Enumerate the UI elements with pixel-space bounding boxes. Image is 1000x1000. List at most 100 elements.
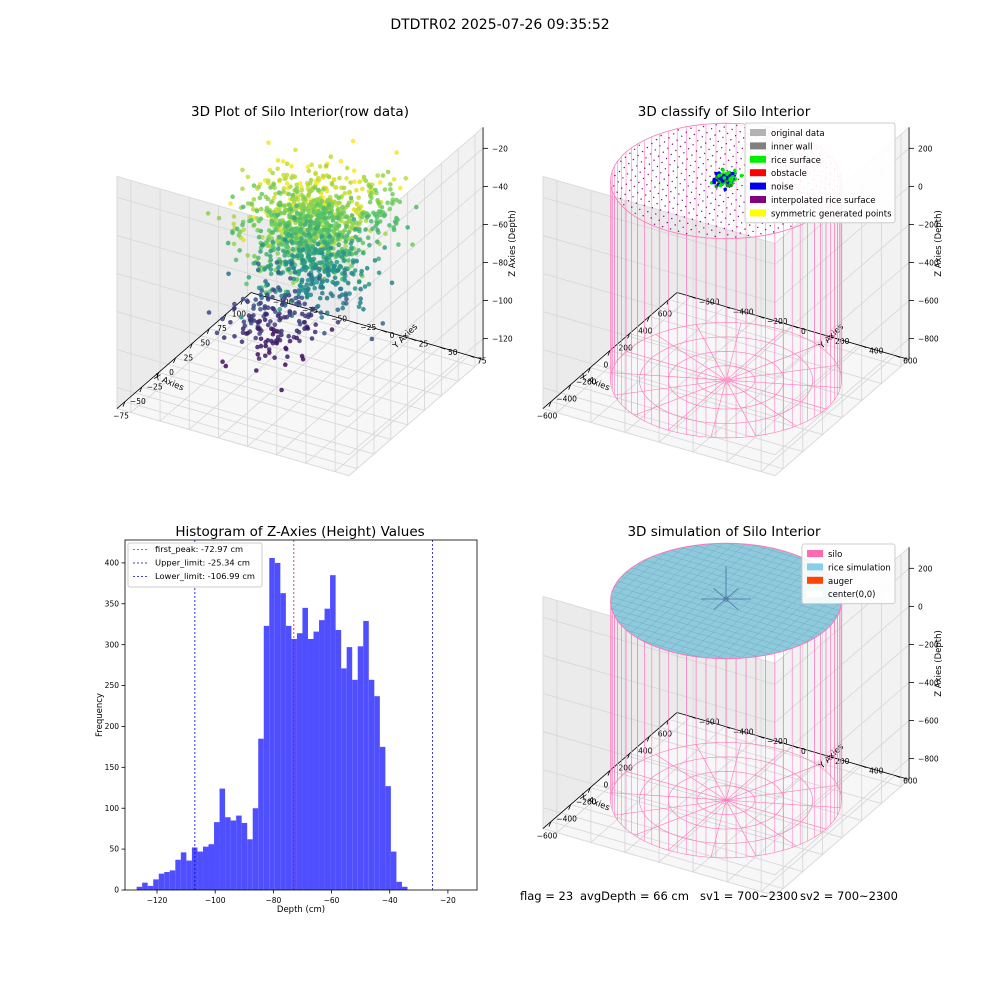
surface-point [711,229,713,231]
surface-point [703,152,706,155]
data-point [354,258,360,264]
data-point [290,298,295,303]
data-point [324,221,329,226]
data-point [306,252,311,258]
data-point [285,354,290,360]
legend-label: inner wall [771,142,812,152]
x-tick-label: 75 [217,324,227,333]
data-point [391,177,397,182]
data-point [282,176,288,182]
data-point [237,248,242,253]
histogram-bar [390,851,397,890]
data-point [256,234,262,240]
data-point [380,173,386,178]
data-point [311,209,317,214]
silo-floor-spoke [611,372,727,381]
surface-point [736,188,739,191]
y-tick-label: 0 [390,331,395,340]
data-point [228,320,233,325]
surface-point [648,163,651,165]
surface-point [782,223,784,225]
surface-point [663,141,666,143]
z-tick-label: −20 [492,144,508,153]
silo-floor-spoke [725,380,757,437]
data-point [282,253,288,258]
surface-point [685,232,688,235]
surface-point [645,194,647,196]
data-point [276,190,282,195]
data-point [266,140,271,145]
data-point [256,255,261,261]
surface-point [706,233,708,235]
x-tick-label: 0 [169,368,174,377]
histogram-bar [313,631,320,890]
data-point [297,211,303,217]
silo-floor-spoke [725,379,841,389]
surface-point [712,219,714,221]
grid-line [116,224,484,341]
surface-point [622,177,624,179]
legend-swatch [750,142,766,150]
data-point [308,312,314,318]
data-point [258,228,264,234]
histogram-bar [258,738,264,890]
data-point [351,217,357,222]
data-point [281,172,286,178]
surface-point [682,226,684,228]
data-point [297,338,302,344]
z-tick-label: −600 [918,717,939,726]
surface-point [663,215,665,217]
data-point [286,191,292,197]
data-point [368,218,374,224]
x-tick-label: 400 [638,747,653,756]
surface-point [676,176,678,179]
surface-point [697,204,699,206]
surface-point [719,231,721,234]
surface-point [637,154,639,157]
data-point [410,242,415,247]
data-point [349,263,355,269]
surface-point [686,158,688,160]
grid-line [556,180,692,414]
surface-point [697,167,700,169]
data-point [300,247,306,253]
data-point [313,322,319,327]
surface-point [677,230,680,232]
legend-swatch [807,590,823,598]
data-point [330,214,335,219]
data-point [305,227,311,233]
x-tick-label: −50 [130,397,146,406]
surface-point [726,207,728,209]
mesh-line [696,560,808,657]
data-point [230,230,235,236]
data-point [375,220,380,226]
data-point [260,242,265,247]
data-point [342,227,348,233]
data-point [276,265,281,271]
data-point [231,214,237,219]
grid-line [159,188,295,422]
surface-point [708,186,710,188]
data-point [255,352,261,357]
data-point [405,225,411,230]
data-point [304,282,310,288]
data-point [321,206,326,211]
surface-point [723,163,725,165]
data-point [329,252,334,258]
surface-point [669,228,672,230]
z-tick-label: −400 [918,259,939,268]
data-point [360,211,365,216]
data-point [363,227,368,232]
data-point [299,311,305,317]
data-point [292,289,298,294]
histogram-bar [274,562,281,890]
data-point [336,232,342,238]
data-point [287,338,293,344]
data-point [320,173,326,179]
data-point [273,191,278,197]
histogram-bar [302,607,308,890]
data-point [398,185,403,191]
data-point [292,310,297,316]
mesh-line [677,553,793,654]
